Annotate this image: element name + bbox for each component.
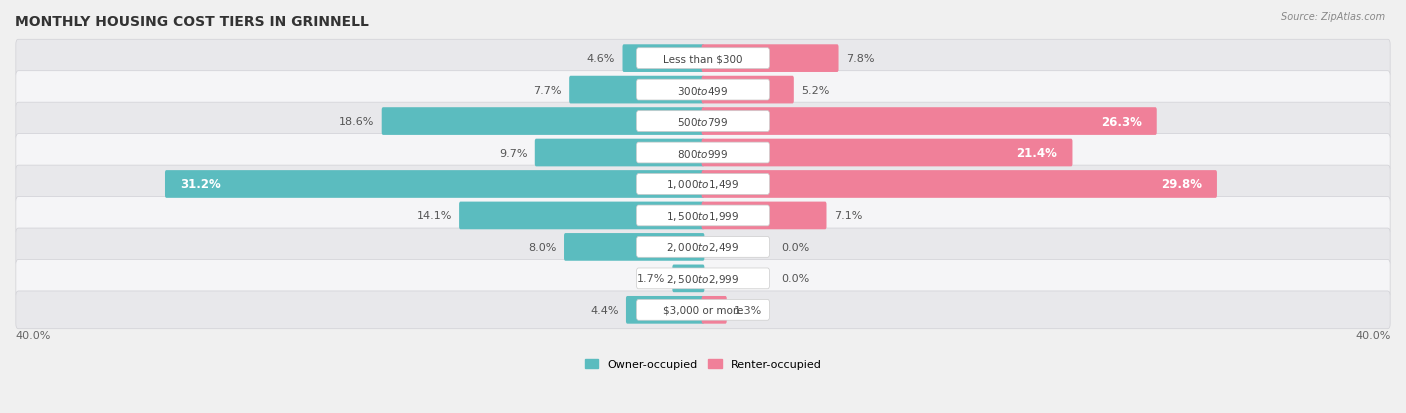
FancyBboxPatch shape bbox=[702, 296, 727, 324]
Text: 1.7%: 1.7% bbox=[637, 274, 665, 284]
FancyBboxPatch shape bbox=[15, 228, 1391, 266]
Text: $800 to $999: $800 to $999 bbox=[678, 147, 728, 159]
FancyBboxPatch shape bbox=[15, 71, 1391, 109]
FancyBboxPatch shape bbox=[702, 202, 827, 230]
Text: 4.6%: 4.6% bbox=[586, 54, 616, 64]
FancyBboxPatch shape bbox=[637, 112, 769, 132]
FancyBboxPatch shape bbox=[15, 103, 1391, 140]
FancyBboxPatch shape bbox=[569, 76, 704, 104]
FancyBboxPatch shape bbox=[637, 300, 769, 320]
FancyBboxPatch shape bbox=[702, 108, 1157, 135]
Text: 40.0%: 40.0% bbox=[1355, 330, 1391, 340]
Text: 9.7%: 9.7% bbox=[499, 148, 527, 158]
Text: 40.0%: 40.0% bbox=[15, 330, 51, 340]
FancyBboxPatch shape bbox=[637, 206, 769, 226]
FancyBboxPatch shape bbox=[460, 202, 704, 230]
Text: 8.0%: 8.0% bbox=[529, 242, 557, 252]
FancyBboxPatch shape bbox=[637, 49, 769, 69]
FancyBboxPatch shape bbox=[672, 265, 704, 292]
FancyBboxPatch shape bbox=[564, 233, 704, 261]
Text: 31.2%: 31.2% bbox=[180, 178, 221, 191]
Text: 5.2%: 5.2% bbox=[801, 85, 830, 95]
FancyBboxPatch shape bbox=[15, 260, 1391, 297]
FancyBboxPatch shape bbox=[534, 139, 704, 167]
FancyBboxPatch shape bbox=[15, 197, 1391, 235]
Text: 21.4%: 21.4% bbox=[1017, 147, 1057, 160]
Text: 26.3%: 26.3% bbox=[1101, 115, 1142, 128]
Text: Source: ZipAtlas.com: Source: ZipAtlas.com bbox=[1281, 12, 1385, 22]
Text: 18.6%: 18.6% bbox=[339, 117, 374, 127]
FancyBboxPatch shape bbox=[15, 166, 1391, 203]
FancyBboxPatch shape bbox=[637, 143, 769, 164]
Text: $2,500 to $2,999: $2,500 to $2,999 bbox=[666, 272, 740, 285]
Text: $1,500 to $1,999: $1,500 to $1,999 bbox=[666, 209, 740, 223]
FancyBboxPatch shape bbox=[15, 40, 1391, 78]
FancyBboxPatch shape bbox=[15, 291, 1391, 329]
Text: 4.4%: 4.4% bbox=[591, 305, 619, 315]
Text: $3,000 or more: $3,000 or more bbox=[662, 305, 744, 315]
Text: 29.8%: 29.8% bbox=[1161, 178, 1202, 191]
FancyBboxPatch shape bbox=[637, 80, 769, 101]
FancyBboxPatch shape bbox=[702, 76, 794, 104]
Text: $300 to $499: $300 to $499 bbox=[678, 84, 728, 96]
Text: 7.7%: 7.7% bbox=[533, 85, 562, 95]
Text: $500 to $799: $500 to $799 bbox=[678, 116, 728, 128]
FancyBboxPatch shape bbox=[626, 296, 704, 324]
FancyBboxPatch shape bbox=[702, 171, 1218, 198]
Text: 0.0%: 0.0% bbox=[782, 242, 810, 252]
Legend: Owner-occupied, Renter-occupied: Owner-occupied, Renter-occupied bbox=[581, 354, 825, 374]
Text: 0.0%: 0.0% bbox=[782, 274, 810, 284]
Text: 7.1%: 7.1% bbox=[834, 211, 862, 221]
FancyBboxPatch shape bbox=[637, 174, 769, 195]
Text: Less than $300: Less than $300 bbox=[664, 54, 742, 64]
Text: 1.3%: 1.3% bbox=[734, 305, 762, 315]
Text: 14.1%: 14.1% bbox=[416, 211, 451, 221]
FancyBboxPatch shape bbox=[381, 108, 704, 135]
FancyBboxPatch shape bbox=[623, 45, 704, 73]
FancyBboxPatch shape bbox=[165, 171, 704, 198]
FancyBboxPatch shape bbox=[637, 268, 769, 289]
FancyBboxPatch shape bbox=[702, 45, 838, 73]
FancyBboxPatch shape bbox=[15, 134, 1391, 172]
Text: MONTHLY HOUSING COST TIERS IN GRINNELL: MONTHLY HOUSING COST TIERS IN GRINNELL bbox=[15, 15, 368, 29]
FancyBboxPatch shape bbox=[637, 237, 769, 258]
FancyBboxPatch shape bbox=[702, 139, 1073, 167]
Text: 7.8%: 7.8% bbox=[846, 54, 875, 64]
Text: $2,000 to $2,499: $2,000 to $2,499 bbox=[666, 241, 740, 254]
Text: $1,000 to $1,499: $1,000 to $1,499 bbox=[666, 178, 740, 191]
